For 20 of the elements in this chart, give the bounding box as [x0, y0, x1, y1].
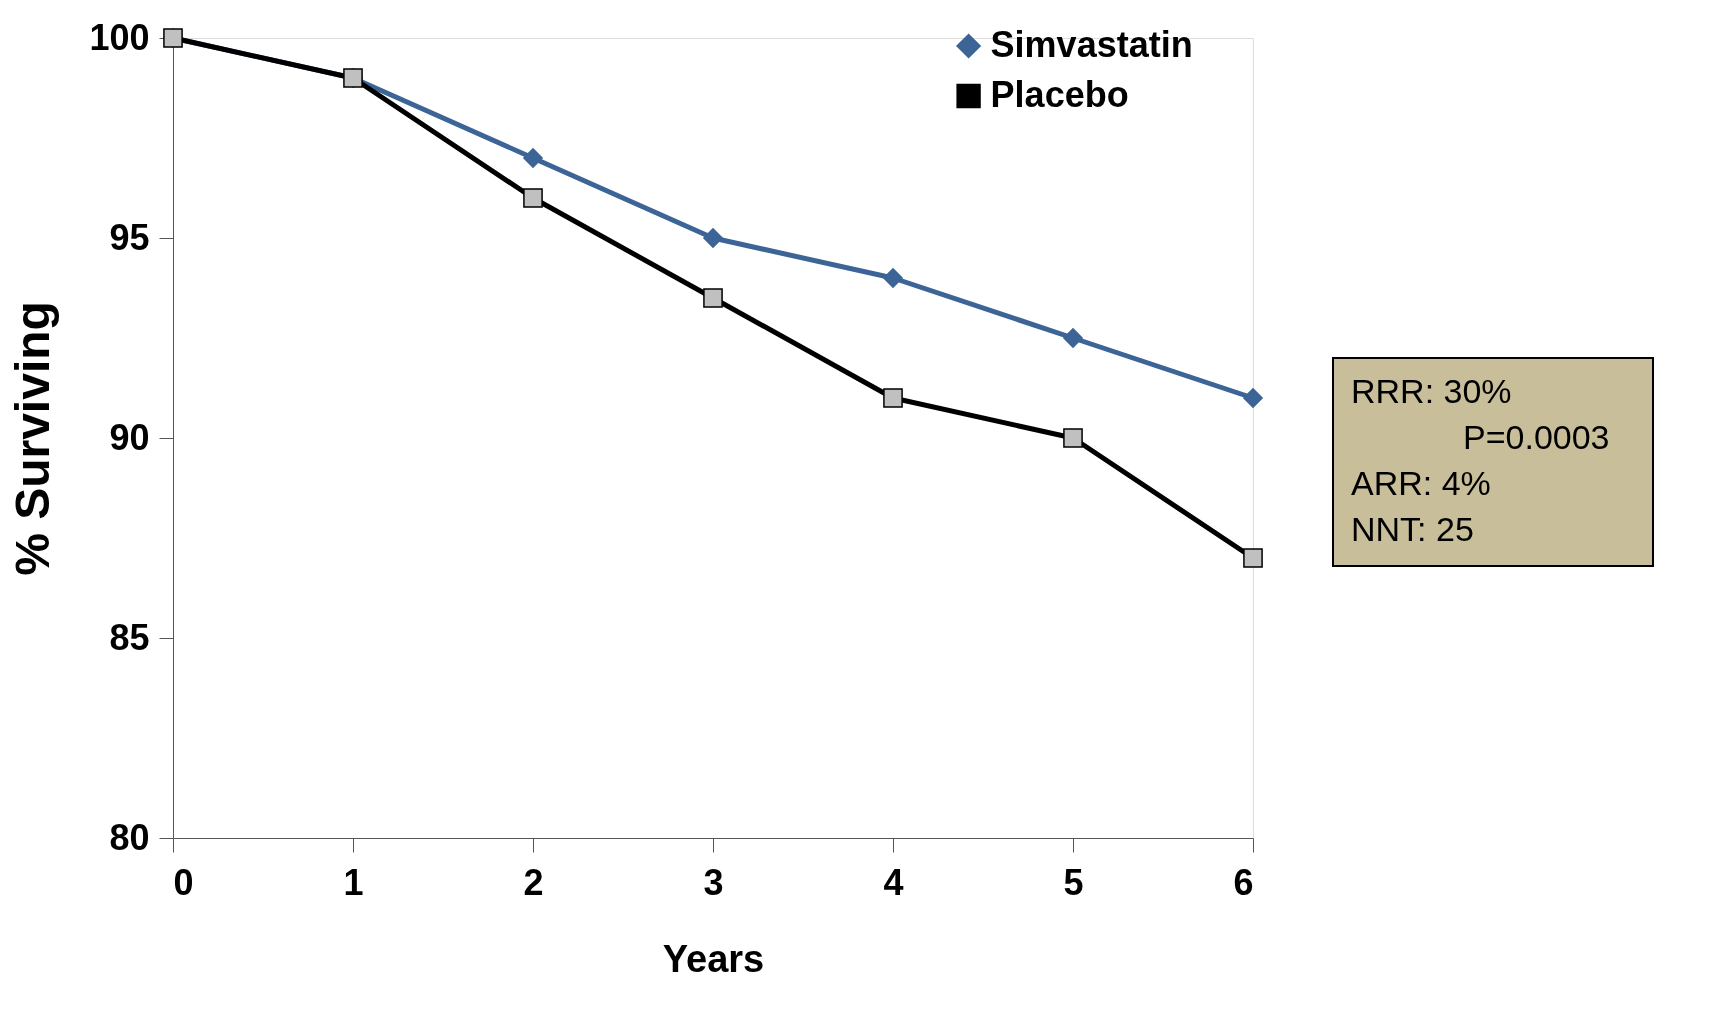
x-tick-label: 3 — [703, 861, 724, 903]
x-tick-label: 6 — [1233, 861, 1254, 903]
x-tick-label: 2 — [523, 861, 544, 903]
y-tick-label: 85 — [109, 616, 150, 658]
y-tick-label: 95 — [109, 216, 150, 258]
y-tick-label: 80 — [109, 816, 150, 858]
text: NNT: 25 — [1351, 510, 1474, 548]
legend-label: Simvastatin — [990, 24, 1193, 65]
y-axis-title: % Surviving — [6, 301, 60, 576]
x-tick-label: 5 — [1063, 861, 1084, 903]
x-tick-label: 4 — [883, 861, 904, 903]
text: P=0.0003 — [1463, 418, 1610, 456]
x-tick-label: 1 — [343, 861, 364, 903]
x-axis-title: Years — [662, 937, 765, 980]
y-tick-label: 100 — [89, 16, 150, 58]
x-tick-label: 0 — [173, 861, 194, 903]
legend-label: Placebo — [990, 74, 1129, 115]
y-tick-label: 90 — [109, 416, 150, 458]
text: RRR: 30% — [1351, 372, 1512, 410]
text: ARR: 4% — [1351, 464, 1491, 502]
